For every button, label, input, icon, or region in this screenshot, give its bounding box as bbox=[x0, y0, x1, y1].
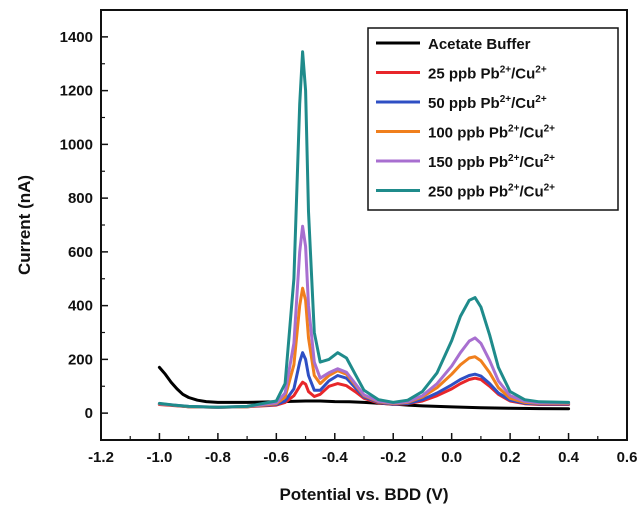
x-tick-label: -0.8 bbox=[205, 449, 231, 466]
legend-label-0: Acetate Buffer bbox=[428, 36, 531, 53]
plot-lines bbox=[157, 50, 571, 411]
y-tick-label: 200 bbox=[68, 351, 93, 368]
x-tick-label: 0.0 bbox=[441, 449, 462, 466]
y-axis: 0 200 400 600 800 1000 1200 1400 bbox=[60, 29, 108, 422]
y-tick-label: 1000 bbox=[60, 136, 93, 153]
x-axis: -1.2 -1.0 -0.8 -0.6 -0.4 -0.2 0.0 0.2 0.4 0.6 bbox=[88, 433, 637, 466]
x-tick-label: -1.2 bbox=[88, 449, 114, 466]
x-tick-label: -0.2 bbox=[380, 449, 406, 466]
y-tick-label: 0 bbox=[85, 405, 93, 422]
x-axis-title: Potential vs. BDD (V) bbox=[279, 485, 448, 504]
x-tick-label: 0.6 bbox=[617, 449, 638, 466]
legend: Acetate Buffer 25 ppb Pb2+/Cu2+ 50 ppb Pb2… bbox=[367, 27, 619, 211]
y-axis-title: Current (nA) bbox=[15, 175, 34, 275]
legend-label-4: 150 ppb Pb2+/Cu2+ bbox=[428, 153, 555, 171]
series-line-2 bbox=[157, 351, 571, 409]
x-tick-label: -0.6 bbox=[263, 449, 289, 466]
y-tick-label: 1200 bbox=[60, 83, 93, 100]
legend-label-3: 100 ppb Pb2+/Cu2+ bbox=[428, 124, 555, 142]
legend-label-2: 50 ppb Pb2+/Cu2+ bbox=[428, 94, 547, 112]
x-tick-label: -1.0 bbox=[147, 449, 173, 466]
legend-label-1: 25 ppb Pb2+/Cu2+ bbox=[428, 65, 547, 83]
series-line-0 bbox=[157, 365, 571, 411]
y-tick-label: 1400 bbox=[60, 29, 93, 46]
y-tick-label: 400 bbox=[68, 298, 93, 315]
series-line-5 bbox=[157, 50, 571, 409]
x-tick-label: 0.4 bbox=[558, 449, 580, 466]
legend-label-5: 250 ppb Pb2+/Cu2+ bbox=[428, 183, 555, 201]
legend-box bbox=[367, 27, 619, 211]
x-tick-label: 0.2 bbox=[500, 449, 521, 466]
series-line-4 bbox=[157, 224, 571, 409]
y-tick-label: 600 bbox=[68, 244, 93, 261]
y-tick-label: 800 bbox=[68, 190, 93, 207]
x-tick-label: -0.4 bbox=[322, 449, 349, 466]
